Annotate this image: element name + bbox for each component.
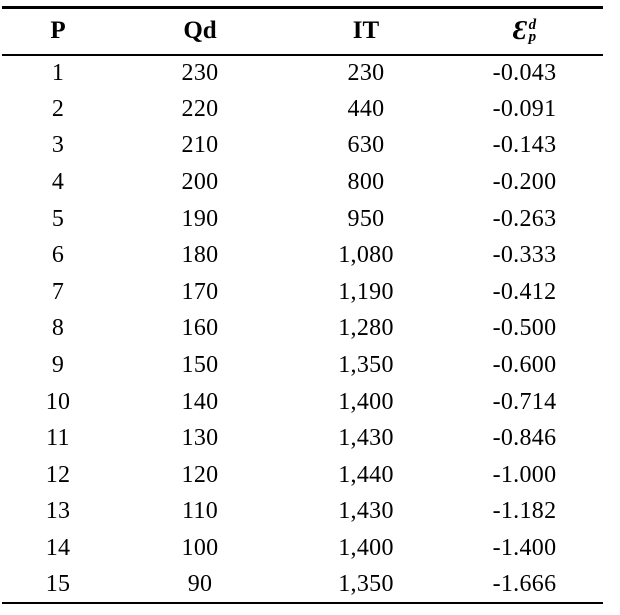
table-header: P Qd IT Ɛ d p bbox=[2, 8, 603, 55]
cell-total-income: 1,350 bbox=[338, 352, 394, 379]
cell-total-income: 630 bbox=[347, 132, 385, 159]
epsilon-supsub: d p bbox=[528, 16, 537, 46]
cell-price: 13 bbox=[45, 498, 71, 525]
cell-price: 14 bbox=[45, 535, 71, 562]
cell-elasticity: -0.333 bbox=[492, 242, 557, 269]
cell-elasticity: -0.143 bbox=[492, 132, 557, 159]
data-table-container: P Qd IT Ɛ d p 1 230 230 -0.043 2 220 440 bbox=[2, 6, 603, 605]
elasticity-symbol: Ɛ d p bbox=[512, 14, 537, 46]
header-quantity-demanded: Qd bbox=[183, 17, 217, 45]
table-row: 6 180 1,080 -0.333 bbox=[2, 237, 603, 274]
table-row: 1 230 230 -0.043 bbox=[2, 55, 603, 92]
header-total-income: IT bbox=[352, 17, 380, 45]
table-row: 3 210 630 -0.143 bbox=[2, 128, 603, 165]
table-row: 14 100 1,400 -1.400 bbox=[2, 530, 603, 567]
cell-quantity-demanded: 220 bbox=[181, 95, 219, 122]
epsilon-glyph: Ɛ bbox=[512, 14, 527, 45]
cell-quantity-demanded: 160 bbox=[181, 315, 219, 342]
cell-price: 7 bbox=[51, 278, 65, 305]
cell-price: 3 bbox=[51, 132, 65, 159]
cell-elasticity: -0.600 bbox=[492, 352, 557, 379]
cell-elasticity: -0.043 bbox=[492, 59, 557, 86]
cell-elasticity: -0.200 bbox=[492, 169, 557, 196]
header-price: P bbox=[50, 17, 66, 45]
cell-price: 1 bbox=[51, 59, 65, 86]
table-row: 5 190 950 -0.263 bbox=[2, 201, 603, 238]
cell-quantity-demanded: 90 bbox=[187, 571, 213, 598]
table-row: 4 200 800 -0.200 bbox=[2, 164, 603, 201]
cell-price: 15 bbox=[45, 571, 71, 598]
cell-quantity-demanded: 110 bbox=[181, 498, 218, 525]
cell-elasticity: -0.500 bbox=[492, 315, 557, 342]
table-row: 13 110 1,430 -1.182 bbox=[2, 494, 603, 531]
table-body: 1 230 230 -0.043 2 220 440 -0.091 3 210 630 -0.143 4… bbox=[2, 55, 603, 604]
cell-total-income: 800 bbox=[347, 169, 385, 196]
epsilon-superscript: d bbox=[528, 16, 537, 33]
cell-elasticity: -1.400 bbox=[492, 535, 557, 562]
header-elasticity: Ɛ d p bbox=[446, 8, 603, 55]
cell-total-income: 1,280 bbox=[338, 315, 394, 342]
cell-total-income: 1,430 bbox=[338, 425, 394, 452]
cell-elasticity: -0.714 bbox=[492, 388, 557, 415]
cell-total-income: 1,400 bbox=[338, 388, 394, 415]
cell-quantity-demanded: 230 bbox=[181, 59, 219, 86]
cell-total-income: 440 bbox=[347, 95, 385, 122]
cell-price: 4 bbox=[51, 169, 65, 196]
cell-elasticity: -1.000 bbox=[492, 461, 557, 488]
cell-elasticity: -0.263 bbox=[492, 205, 557, 232]
cell-price: 9 bbox=[51, 352, 65, 379]
cell-total-income: 1,440 bbox=[338, 461, 394, 488]
cell-quantity-demanded: 120 bbox=[181, 461, 219, 488]
epsilon-subscript: p bbox=[528, 29, 537, 46]
cell-elasticity: -1.666 bbox=[492, 571, 557, 598]
cell-price: 2 bbox=[51, 95, 65, 122]
cell-quantity-demanded: 190 bbox=[181, 205, 219, 232]
cell-price: 5 bbox=[51, 205, 65, 232]
data-table: P Qd IT Ɛ d p 1 230 230 -0.043 2 220 440 bbox=[2, 6, 603, 605]
cell-elasticity: -0.846 bbox=[492, 425, 557, 452]
cell-total-income: 1,350 bbox=[338, 571, 394, 598]
table-row: 12 120 1,440 -1.000 bbox=[2, 457, 603, 494]
table-row: 11 130 1,430 -0.846 bbox=[2, 420, 603, 457]
table-row: 2 220 440 -0.091 bbox=[2, 91, 603, 128]
table-row: 7 170 1,190 -0.412 bbox=[2, 274, 603, 311]
cell-total-income: 1,400 bbox=[338, 535, 394, 562]
table-row: 15 90 1,350 -1.666 bbox=[2, 567, 603, 604]
cell-total-income: 230 bbox=[347, 59, 385, 86]
cell-elasticity: -0.091 bbox=[492, 95, 557, 122]
cell-quantity-demanded: 140 bbox=[181, 388, 219, 415]
cell-quantity-demanded: 170 bbox=[181, 278, 219, 305]
cell-price: 11 bbox=[46, 425, 70, 452]
cell-total-income: 1,430 bbox=[338, 498, 394, 525]
cell-total-income: 1,080 bbox=[338, 242, 394, 269]
header-row: P Qd IT Ɛ d p bbox=[2, 8, 603, 55]
table-row: 10 140 1,400 -0.714 bbox=[2, 384, 603, 421]
cell-elasticity: -1.182 bbox=[492, 498, 557, 525]
table-row: 9 150 1,350 -0.600 bbox=[2, 347, 603, 384]
cell-total-income: 1,190 bbox=[338, 278, 394, 305]
cell-price: 6 bbox=[51, 242, 65, 269]
cell-quantity-demanded: 150 bbox=[181, 352, 219, 379]
cell-quantity-demanded: 210 bbox=[181, 132, 219, 159]
cell-quantity-demanded: 200 bbox=[181, 169, 219, 196]
cell-quantity-demanded: 100 bbox=[181, 535, 219, 562]
cell-quantity-demanded: 130 bbox=[181, 425, 219, 452]
cell-price: 8 bbox=[51, 315, 65, 342]
cell-total-income: 950 bbox=[347, 205, 385, 232]
cell-price: 12 bbox=[45, 461, 71, 488]
cell-price: 10 bbox=[45, 388, 71, 415]
cell-quantity-demanded: 180 bbox=[181, 242, 219, 269]
table-row: 8 160 1,280 -0.500 bbox=[2, 311, 603, 348]
cell-elasticity: -0.412 bbox=[492, 278, 557, 305]
